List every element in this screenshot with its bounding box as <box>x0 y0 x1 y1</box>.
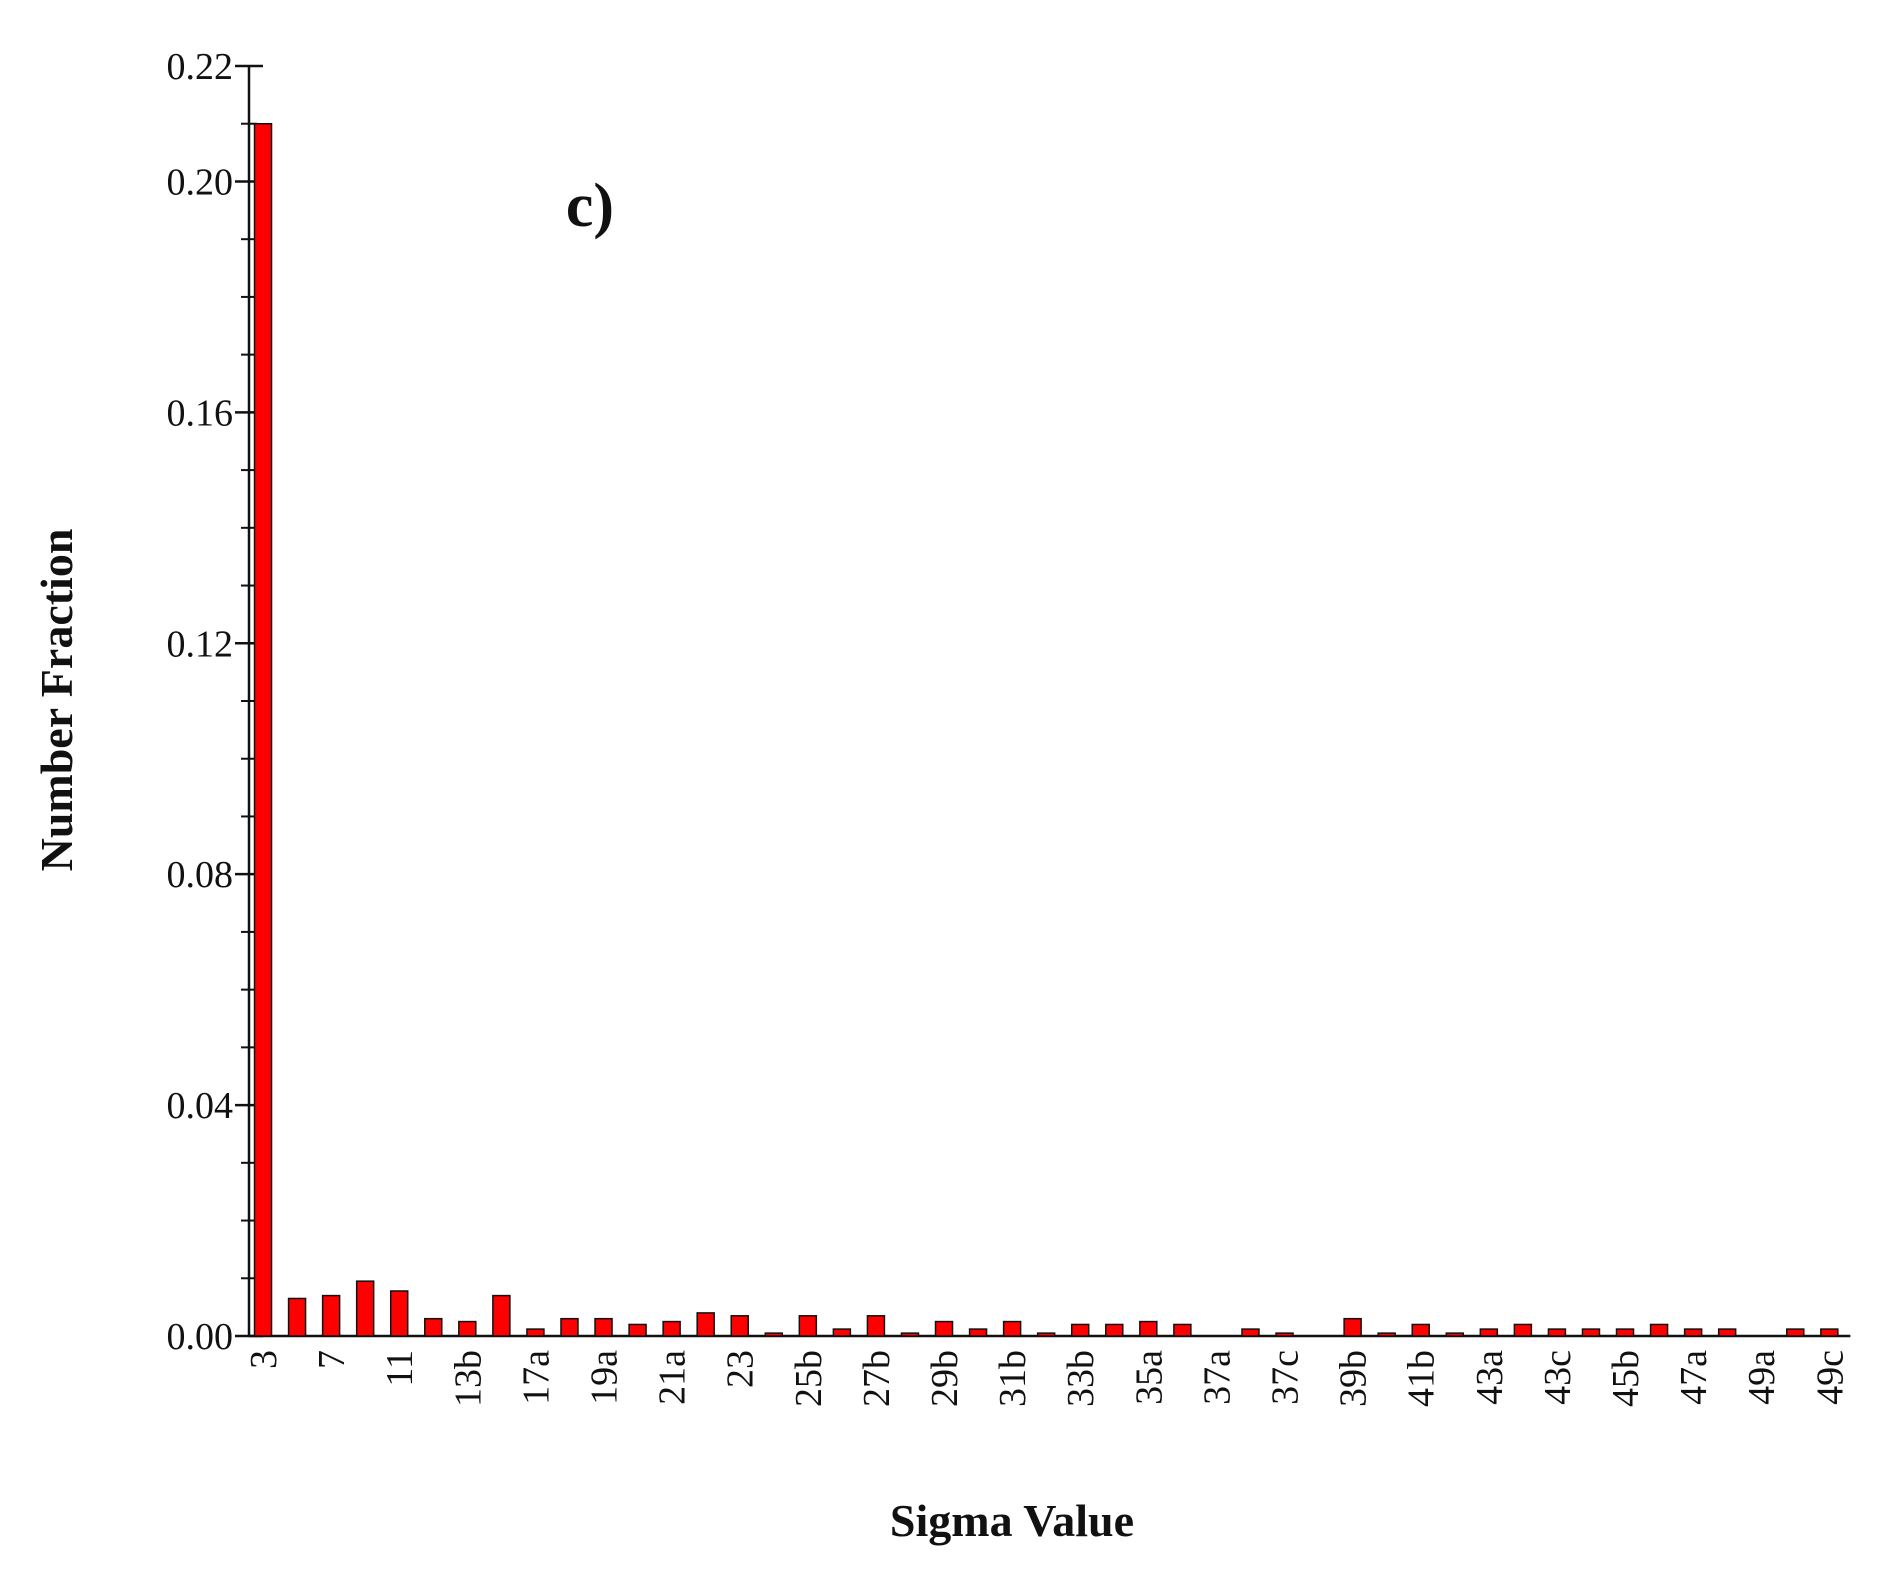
bar <box>321 1294 341 1337</box>
y-tick-label: 0.12 <box>167 623 234 665</box>
bar <box>1513 1323 1533 1337</box>
x-tick-label: 39b <box>1333 1350 1375 1407</box>
x-tick-label: 43a <box>1469 1350 1511 1405</box>
bar <box>355 1280 375 1337</box>
bar <box>1581 1328 1601 1337</box>
bar <box>866 1315 886 1337</box>
y-tick-label: 0.00 <box>167 1316 234 1358</box>
y-tick-label: 0.08 <box>167 854 234 896</box>
bar <box>1717 1328 1737 1337</box>
x-tick-label: 35a <box>1128 1350 1170 1405</box>
bar <box>1139 1320 1158 1337</box>
bar <box>730 1315 749 1337</box>
y-tick-label: 0.04 <box>167 1085 234 1127</box>
bar <box>662 1320 681 1337</box>
bar <box>832 1328 852 1337</box>
bar <box>1241 1328 1260 1337</box>
bar <box>696 1312 715 1337</box>
x-tick-label: 17a <box>515 1350 557 1405</box>
x-axis-label: Sigma Value <box>890 1495 1134 1546</box>
bar <box>560 1317 579 1337</box>
bar <box>1173 1323 1192 1337</box>
bar <box>900 1332 920 1337</box>
bar <box>1070 1323 1090 1337</box>
x-tick-label: 31b <box>992 1350 1034 1407</box>
x-tick-label: 49c <box>1809 1350 1851 1405</box>
bar <box>1036 1332 1056 1337</box>
x-tick-label: 37a <box>1196 1350 1238 1405</box>
y-axis-label: Number Fraction <box>31 529 82 872</box>
bar <box>1820 1328 1839 1337</box>
bar <box>1547 1328 1567 1337</box>
bar <box>492 1294 511 1337</box>
bar <box>934 1320 954 1337</box>
bar <box>1615 1328 1635 1337</box>
x-tick-label: 7 <box>311 1350 353 1369</box>
bar <box>1683 1328 1703 1337</box>
x-tick-label: 37c <box>1265 1350 1307 1405</box>
x-tick-label: 27b <box>856 1350 898 1407</box>
x-tick-label: 43c <box>1537 1350 1579 1405</box>
bar <box>764 1332 784 1337</box>
bar <box>628 1323 647 1337</box>
bar <box>287 1297 307 1337</box>
bar <box>1343 1317 1362 1337</box>
y-tick-label: 0.16 <box>167 392 234 434</box>
x-tick-label: 25b <box>788 1350 830 1407</box>
x-tick-label: 29b <box>924 1350 966 1407</box>
x-tick-label: 3 <box>243 1350 285 1369</box>
x-tick-label: 47a <box>1673 1350 1715 1405</box>
bar <box>458 1320 477 1337</box>
y-tick-label: 0.20 <box>167 161 234 203</box>
bar <box>1479 1328 1499 1337</box>
x-tick-label: 45b <box>1605 1350 1647 1407</box>
bar <box>1377 1332 1396 1337</box>
bar <box>526 1328 545 1337</box>
x-tick-label: 41b <box>1401 1350 1443 1407</box>
bar <box>1002 1320 1022 1337</box>
bar <box>1786 1328 1805 1337</box>
bar <box>424 1317 443 1337</box>
bar <box>253 122 273 1337</box>
x-tick-label: 19a <box>584 1350 626 1405</box>
panel-label: c) <box>566 172 614 240</box>
x-tick-label: 33b <box>1060 1350 1102 1407</box>
bar <box>594 1317 613 1337</box>
bar <box>968 1328 988 1337</box>
x-tick-label: 23 <box>720 1350 762 1388</box>
bar <box>1649 1323 1669 1337</box>
bar <box>1411 1323 1430 1337</box>
bar <box>389 1290 409 1337</box>
bar <box>798 1315 818 1337</box>
x-tick-label: 13b <box>447 1350 489 1407</box>
x-tick-label: 21a <box>652 1350 694 1405</box>
bar <box>1105 1323 1124 1337</box>
x-tick-label: 11 <box>379 1350 421 1387</box>
bar <box>1445 1332 1465 1337</box>
bar <box>1275 1332 1294 1337</box>
x-tick-label: 49a <box>1741 1350 1783 1405</box>
y-tick-label: 0.22 <box>167 46 234 88</box>
